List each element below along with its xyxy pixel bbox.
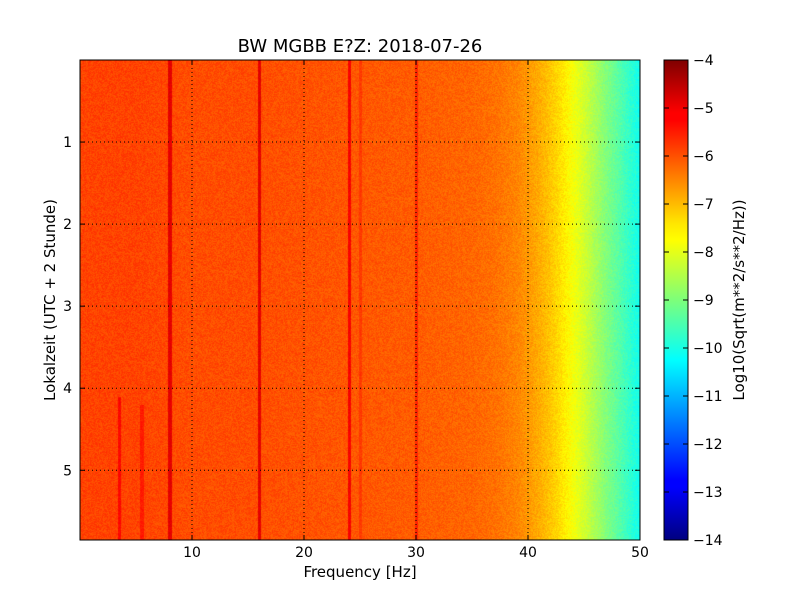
grid-lines [80, 60, 641, 540]
colorbar-tick-label: −12 [693, 437, 723, 453]
y-tick-label: 2 [63, 217, 72, 233]
colorbar-tick-label: −9 [693, 293, 714, 309]
chart-title: BW MGBB E?Z: 2018-07-26 [238, 36, 483, 57]
y-tick-label: 1 [63, 135, 72, 151]
colorbar: −4 −5 −6 −7 −8 −9 −10 −11 −12 −13 −14 Log10(Sqrt(m… [663, 53, 748, 549]
x-tick-label: 40 [519, 545, 537, 561]
colorbar-tick-label: −13 [693, 485, 723, 501]
spectrogram-heatmap [80, 60, 640, 540]
colorbar-tick-label: −5 [693, 101, 714, 117]
x-tick-label: 50 [631, 545, 649, 561]
colorbar-tick-label: −6 [693, 149, 714, 165]
colorbar-ticks: −4 −5 −6 −7 −8 −9 −10 −11 −12 −13 −14 [664, 53, 723, 549]
colorbar-tick-label: −7 [693, 197, 714, 213]
x-axis-label: Frequency [Hz] [303, 563, 416, 581]
y-axis-label: Lokalzeit (UTC + 2 Stunde) [41, 199, 59, 401]
x-tick-label: 10 [183, 545, 201, 561]
plot-frame [79, 59, 641, 541]
plot-area: 10 20 30 40 50 1 2 3 4 5 [63, 59, 649, 561]
colorbar-tick-label: −8 [693, 245, 714, 261]
y-axis-ticks: 1 2 3 4 5 [63, 135, 640, 479]
colorbar-label: Log10(Sqrt(m**2/s**2/Hz)) [730, 199, 748, 400]
x-tick-label: 20 [295, 545, 313, 561]
y-tick-label: 4 [63, 381, 72, 397]
y-tick-label: 5 [63, 463, 72, 479]
x-tick-label: 30 [407, 545, 425, 561]
colorbar-tick-label: −4 [693, 53, 714, 69]
y-tick-label: 3 [63, 299, 72, 315]
colorbar-tick-label: −10 [693, 341, 723, 357]
colorbar-tick-label: −11 [693, 389, 723, 405]
colorbar-tick-label: −14 [693, 533, 723, 549]
x-axis-ticks: 10 20 30 40 50 [183, 60, 649, 561]
